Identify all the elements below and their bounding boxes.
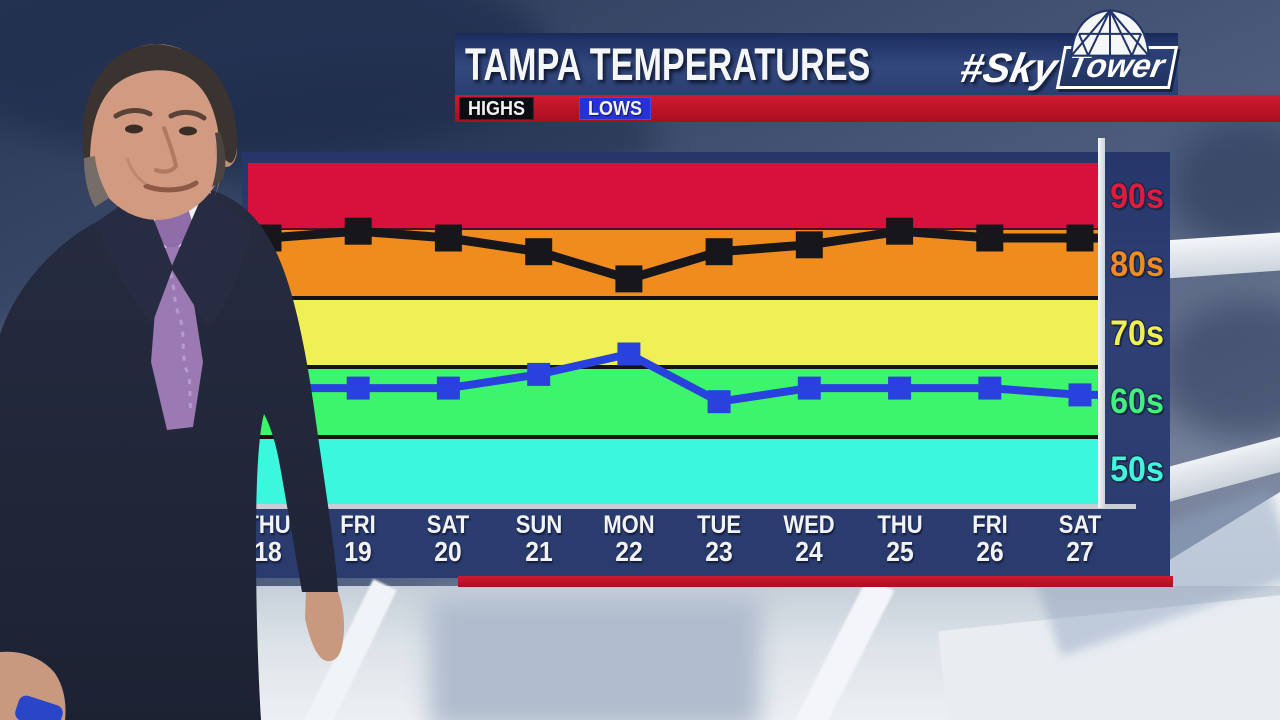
marker-lows-WED-24	[797, 376, 821, 400]
line-lows	[248, 350, 1100, 406]
marker-lows-FRI-19	[346, 376, 370, 400]
marker-lows-SUN-21	[527, 362, 551, 386]
hand-right	[305, 592, 345, 662]
legend-lows: LOWS	[579, 97, 651, 120]
temperature-chart	[248, 163, 1100, 505]
y-axis-label-90s: 90s	[1110, 177, 1164, 217]
band-70s	[248, 295, 1100, 366]
y-axis-label-60s: 60s	[1110, 381, 1164, 421]
tie-pattern	[164, 261, 194, 415]
nose	[154, 126, 179, 174]
marker-lows-FRI-26	[978, 376, 1002, 400]
date-axis-red-rule	[458, 576, 1173, 587]
date-label-MON-22: MON 22	[603, 511, 655, 567]
date-label-SAT-27: SAT 27	[1058, 511, 1102, 567]
eye-right	[179, 126, 197, 136]
marker-lows-TUE-23	[707, 390, 731, 414]
marker-highs-TUE-23	[705, 238, 733, 266]
chart-right-axis-rule	[1098, 138, 1105, 508]
hair	[82, 44, 238, 163]
cheek-line	[125, 157, 147, 186]
chart-bottom-rule	[248, 504, 1136, 509]
y-axis-label-80s: 80s	[1110, 245, 1164, 285]
y-axis-label-50s: 50s	[1110, 449, 1164, 489]
marker-lows-SAT-27	[1068, 383, 1092, 407]
marker-highs-FRI-19	[344, 217, 372, 245]
marker-highs-SAT-27	[1066, 224, 1094, 252]
eye-left	[125, 124, 143, 134]
date-label-SUN-21: SUN 21	[515, 511, 562, 567]
floor-ridge-right	[767, 577, 895, 720]
marker-highs-THU-25	[886, 217, 914, 245]
marker-highs-MON-22	[615, 265, 643, 293]
date-label-TUE-23: TUE 23	[697, 511, 742, 567]
floor-shadow	[430, 598, 760, 720]
band-60s	[248, 365, 1100, 435]
title-banner: TAMPA TEMPERATURES #Sky Tower	[455, 9, 1179, 95]
y-axis-labels: 90s 80s 70s 60s 50s	[1105, 163, 1169, 504]
marker-lows-THU-25	[888, 376, 912, 400]
marker-lows-MON-22	[617, 342, 641, 366]
line-highs	[248, 226, 1100, 284]
legend-highs: HIGHS	[459, 97, 535, 120]
presenter-clicker	[15, 695, 63, 720]
weatherman	[0, 44, 345, 720]
date-label-FRI-26: FRI 26	[972, 511, 1008, 567]
sideburn-left	[84, 156, 109, 207]
eyebrow-right	[168, 109, 207, 121]
set-beam-upper	[1158, 231, 1280, 279]
geodesic-dome-icon	[1070, 9, 1150, 57]
lapel-left	[94, 190, 173, 324]
marker-highs-FRI-26	[976, 224, 1004, 252]
y-axis-label-70s: 70s	[1110, 313, 1164, 353]
marker-highs-SAT-20	[434, 224, 462, 252]
face	[84, 44, 230, 220]
date-axis: THU 18 FRI 19 SAT 20 SUN 21 MON 22 TUE 23 WED 24 THU 25…	[245, 511, 1150, 572]
skytower-hashtag-text: #Sky	[956, 45, 1062, 91]
marker-lows-SAT-20	[436, 376, 460, 400]
date-label-FRI-19: FRI 19	[340, 511, 376, 567]
date-label-THU-25: THU 25	[876, 511, 923, 567]
marker-highs-SUN-21	[525, 238, 553, 266]
cloud-dark-right-upper	[1170, 120, 1280, 250]
lapel-right	[171, 189, 254, 328]
cloud-dark-right-mid	[1160, 300, 1280, 440]
date-label-WED-24: WED 24	[783, 511, 835, 567]
suit	[0, 189, 338, 720]
band-90s	[248, 163, 1100, 229]
page-title: TAMPA TEMPERATURES	[465, 39, 871, 90]
eyebrow-left	[113, 108, 153, 119]
mouth	[143, 180, 199, 193]
legend-stripe: HIGHS LOWS	[455, 95, 1280, 122]
marker-highs-WED-24	[795, 231, 823, 259]
sideburn-right	[212, 132, 226, 187]
band-50s	[248, 434, 1100, 505]
date-label-SAT-20: SAT 20	[427, 511, 470, 567]
